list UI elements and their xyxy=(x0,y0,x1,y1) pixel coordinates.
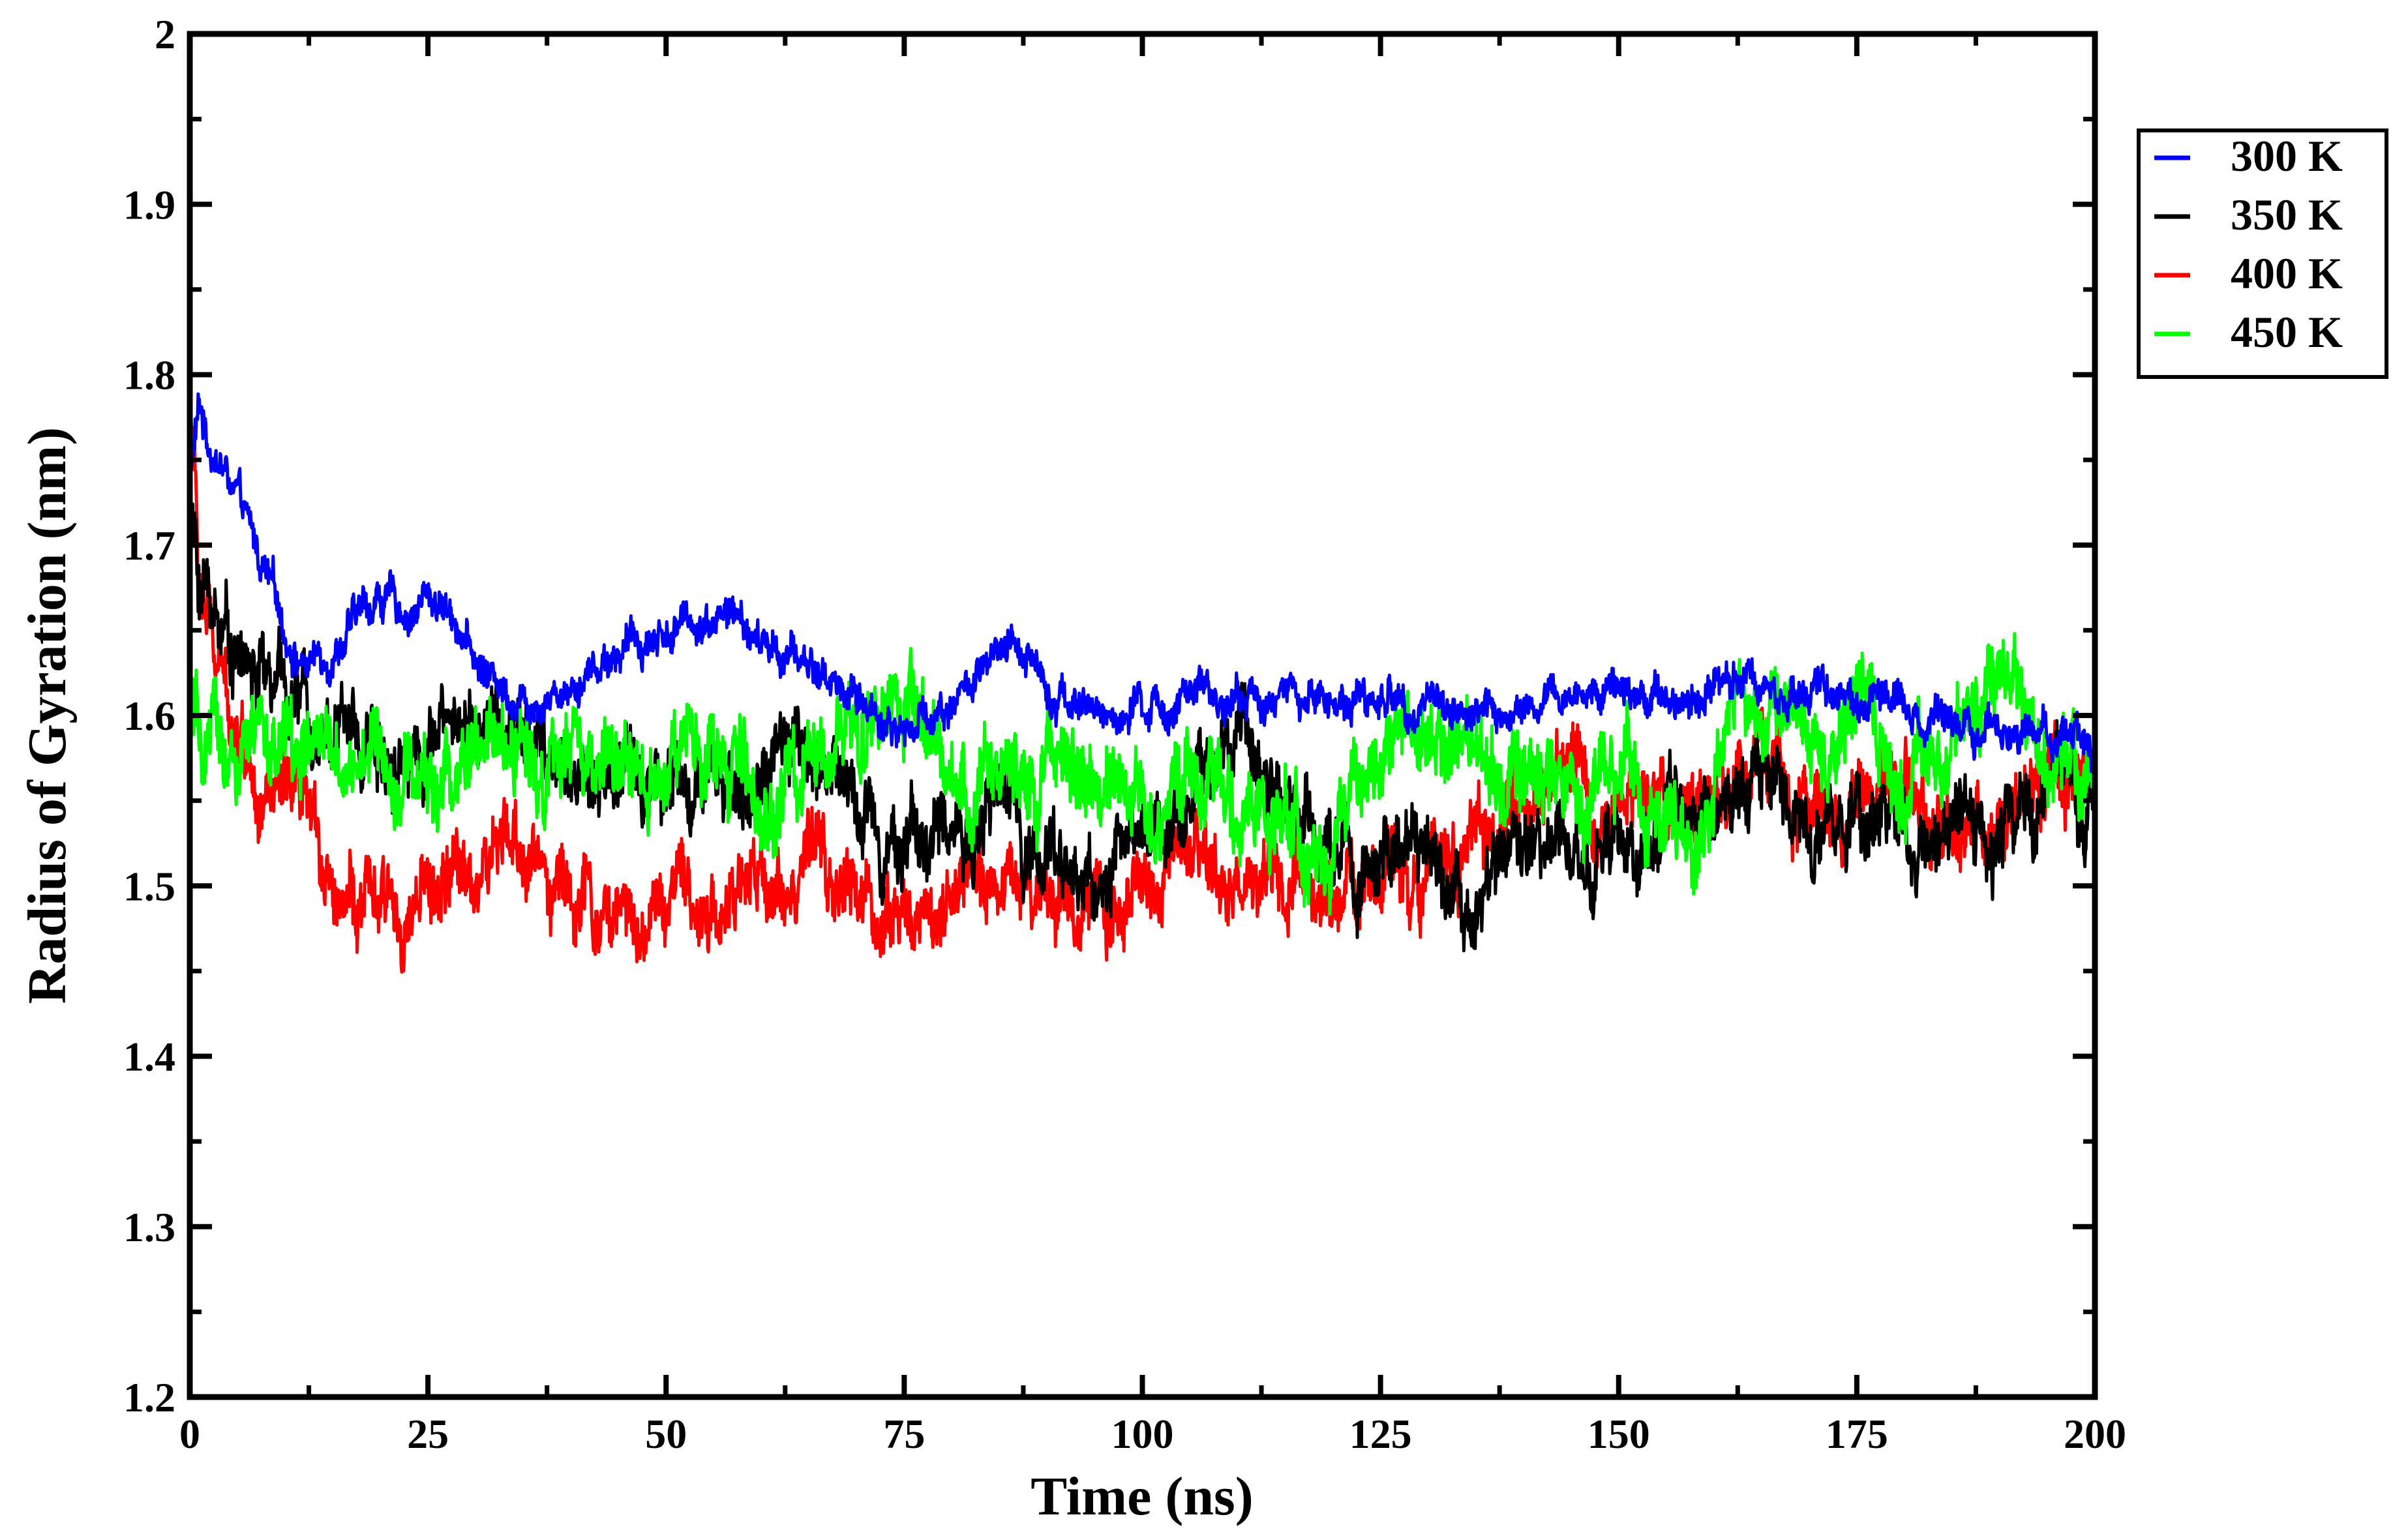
x-tick-label: 125 xyxy=(1349,1411,1412,1457)
x-tick-label: 50 xyxy=(645,1411,687,1457)
legend: 300 K 350 K 400 K 450 K xyxy=(2137,128,2388,379)
legend-label: 400 K xyxy=(2231,248,2343,298)
x-axis-title: Time (ns) xyxy=(1031,1466,1253,1527)
x-tick-label: 150 xyxy=(1588,1411,1650,1457)
legend-frame xyxy=(2137,128,2388,379)
x-tick-label: 75 xyxy=(883,1411,925,1457)
tick-labels: 0 25 50 75 100 125 150 175 200 1.2 1.3 1.4 1.5 1.6 1.7… xyxy=(123,11,2126,1457)
legend-label: 450 K xyxy=(2231,307,2343,357)
y-tick-label: 1.7 xyxy=(123,522,175,569)
series-line-300-k xyxy=(190,392,2095,774)
plot-frame xyxy=(187,31,2098,1400)
y-tick-label: 1.2 xyxy=(123,1374,175,1421)
y-tick-label: 1.4 xyxy=(123,1034,175,1080)
y-axis-title: Radius of Gyration (nm) xyxy=(17,427,78,1004)
series-line-350-k xyxy=(190,494,2095,953)
y-tick-label: 1.3 xyxy=(123,1204,175,1250)
x-tick-label: 25 xyxy=(407,1411,449,1457)
y-tick-label: 2 xyxy=(155,11,175,57)
y-tick-label: 1.5 xyxy=(123,863,175,909)
legend-label: 350 K xyxy=(2231,190,2343,239)
y-tick-label: 1.9 xyxy=(123,181,175,228)
y-tick-label: 1.6 xyxy=(123,693,175,739)
x-tick-label: 200 xyxy=(2064,1411,2126,1457)
y-tick-label: 1.8 xyxy=(123,352,175,399)
series-layer xyxy=(190,373,2095,974)
x-tick-label: 0 xyxy=(179,1411,200,1457)
x-tick-label: 100 xyxy=(1111,1411,1174,1457)
legend-label: 300 K xyxy=(2231,131,2343,181)
x-tick-label: 175 xyxy=(1826,1411,1888,1457)
